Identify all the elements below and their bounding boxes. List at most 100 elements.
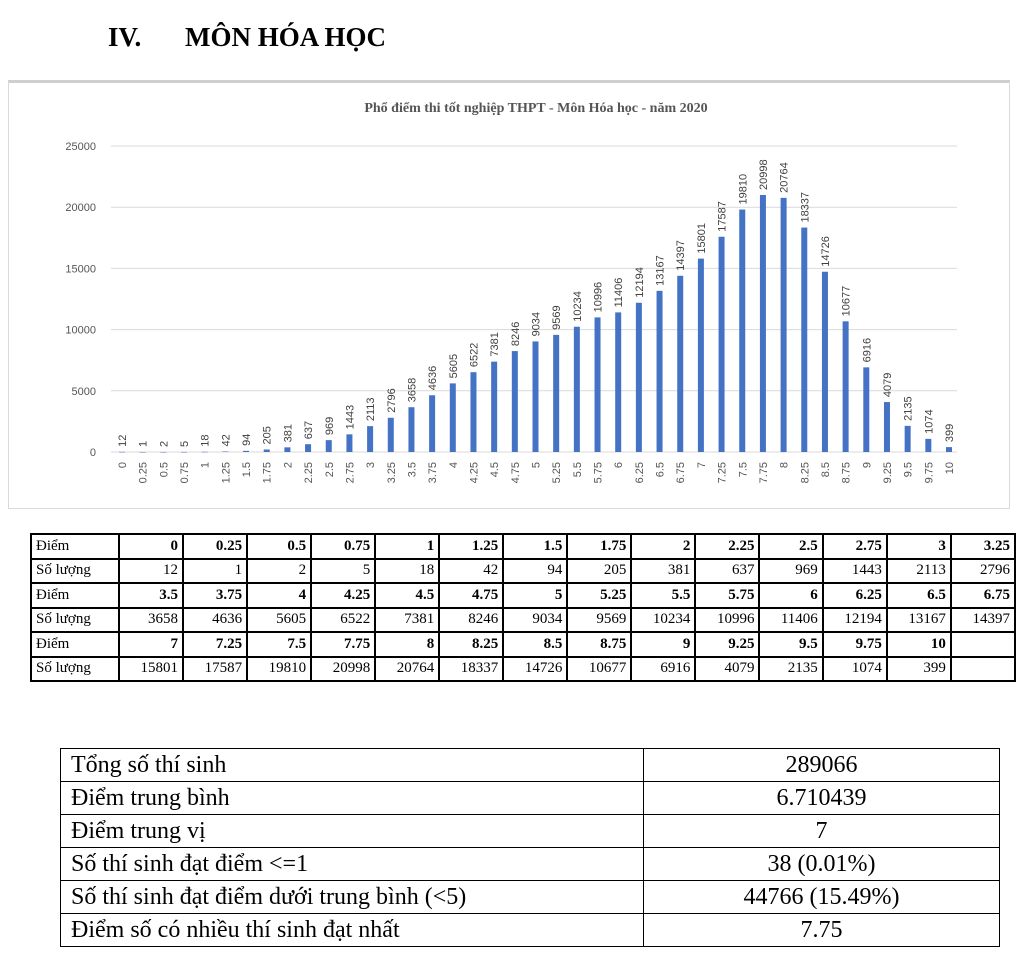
summary-value: 289066 <box>643 748 1000 782</box>
x-tick-label: 5 <box>531 462 543 468</box>
summary-label: Điểm trung vị <box>60 814 644 848</box>
y-tick-label: 5000 <box>72 386 96 398</box>
bar <box>449 383 456 452</box>
score-cell: 8.5 <box>502 631 569 658</box>
data-label: 7381 <box>489 332 501 356</box>
x-tick-label: 1.75 <box>262 462 274 483</box>
x-tick-label: 9.75 <box>923 462 935 483</box>
data-label: 9569 <box>551 305 563 329</box>
count-cell: 14726 <box>502 655 569 682</box>
score-row: Điểm 0 0.25 0.5 0.75 1 1.25 1.5 1.75 2 2.25 2.5 2.75… <box>30 533 1017 560</box>
bar <box>429 395 436 452</box>
count-cell: 20764 <box>374 655 441 682</box>
x-tick-label: 8.25 <box>799 462 811 483</box>
summary-label: Số thí sinh đạt điểm dưới trung bình (<5… <box>60 880 644 914</box>
data-label: 1 <box>138 441 150 447</box>
score-cell: 4.25 <box>310 582 377 609</box>
x-tick-label: 8 <box>779 462 791 468</box>
score-cell: 6.75 <box>949 582 1017 609</box>
score-cell: 3.5 <box>117 582 185 609</box>
count-cell: 3658 <box>117 606 185 633</box>
count-cell: 399 <box>885 655 952 682</box>
x-tick-label: 0.75 <box>179 462 191 483</box>
data-label: 14397 <box>675 240 687 271</box>
score-cell: 0.75 <box>310 533 377 560</box>
count-cell: 18337 <box>438 655 505 682</box>
score-cell: 9.25 <box>694 631 761 658</box>
x-tick-label: 0.5 <box>158 462 170 477</box>
data-label: 20998 <box>758 159 770 190</box>
summary-row: Điểm số có nhiều thí sinh đạt nhất 7.75 <box>60 913 1000 947</box>
data-label: 399 <box>944 424 956 442</box>
score-cell: 1.25 <box>438 533 505 560</box>
score-cell: 7 <box>117 631 185 658</box>
count-cell: 7381 <box>374 606 441 633</box>
data-label: 9034 <box>531 312 543 336</box>
x-tick-label: 5.5 <box>572 462 584 477</box>
summary-value: 7.75 <box>643 913 1000 947</box>
score-cell: 9.5 <box>758 631 824 658</box>
data-label: 13167 <box>655 255 667 286</box>
count-row: Số lượng 12 1 2 5 18 42 94 205 381 637 969 1443 2113 2… <box>30 557 1017 584</box>
data-label: 10996 <box>593 282 605 313</box>
count-cell: 12 <box>117 557 185 584</box>
count-cell: 4636 <box>182 606 249 633</box>
x-tick-label: 4.75 <box>510 462 522 483</box>
count-cell: 2 <box>246 557 313 584</box>
bar <box>842 321 849 452</box>
x-tick-label: 10 <box>944 462 956 474</box>
x-tick-label: 7 <box>696 462 708 468</box>
count-cell: 10677 <box>566 655 633 682</box>
data-label: 2796 <box>386 388 398 412</box>
bar <box>263 449 270 452</box>
score-distribution-table: Điểm 0 0.25 0.5 0.75 1 1.25 1.5 1.75 2 2.25 2.5 2.75… <box>30 533 1017 682</box>
data-label: 10234 <box>572 291 584 322</box>
data-label: 4636 <box>427 366 439 390</box>
score-row: Điểm 7 7.25 7.5 7.75 8 8.25 8.5 8.75 9 9.25 9.5 9.75… <box>30 631 1017 658</box>
bar <box>160 451 167 453</box>
y-tick-label: 25000 <box>65 141 96 153</box>
count-cell: 1074 <box>821 655 888 682</box>
chart-title: Phổ điểm thi tốt nghiệp THPT - Môn Hóa h… <box>364 101 707 116</box>
summary-row: Tổng số thí sinh 289066 <box>60 748 1000 782</box>
bar <box>305 444 312 452</box>
data-label: 18 <box>200 435 212 447</box>
x-tick-label: 7.75 <box>758 462 770 483</box>
score-cell: 0.5 <box>246 533 313 560</box>
data-label: 15801 <box>696 223 708 254</box>
bar <box>532 341 539 452</box>
score-cell: 9 <box>630 631 697 658</box>
x-tick-label: 1.5 <box>241 462 253 477</box>
score-cell: 8.25 <box>438 631 505 658</box>
x-tick-label: 4.5 <box>489 462 501 477</box>
data-label: 3658 <box>406 378 418 402</box>
count-cell: 18 <box>374 557 441 584</box>
score-cell: 10 <box>885 631 952 658</box>
count-cell: 381 <box>630 557 697 584</box>
bar <box>470 372 477 452</box>
count-cell: 12194 <box>821 606 888 633</box>
score-cell: 5.75 <box>694 582 761 609</box>
data-label: 12 <box>117 435 129 447</box>
x-tick-label: 3.25 <box>386 462 398 483</box>
score-cell: 2.25 <box>694 533 761 560</box>
bar <box>904 425 911 452</box>
summary-value: 38 (0.01%) <box>643 847 1000 881</box>
bar <box>222 451 229 452</box>
data-label: 42 <box>220 434 232 446</box>
x-tick-label: 8.75 <box>841 462 853 483</box>
section-title: MÔN HÓA HỌC <box>185 22 386 52</box>
count-cell: 42 <box>438 557 505 584</box>
bar <box>697 258 704 452</box>
row-label: Điểm <box>30 582 120 609</box>
x-tick-label: 7.5 <box>737 462 749 477</box>
data-label: 5605 <box>448 354 460 378</box>
score-cell: 3.25 <box>949 533 1017 560</box>
count-cell: 17587 <box>182 655 249 682</box>
score-cell: 1.5 <box>502 533 569 560</box>
y-tick-label: 15000 <box>65 263 96 275</box>
count-cell: 205 <box>566 557 633 584</box>
data-label: 11406 <box>613 278 625 308</box>
bar <box>677 275 684 452</box>
bar <box>739 209 746 452</box>
